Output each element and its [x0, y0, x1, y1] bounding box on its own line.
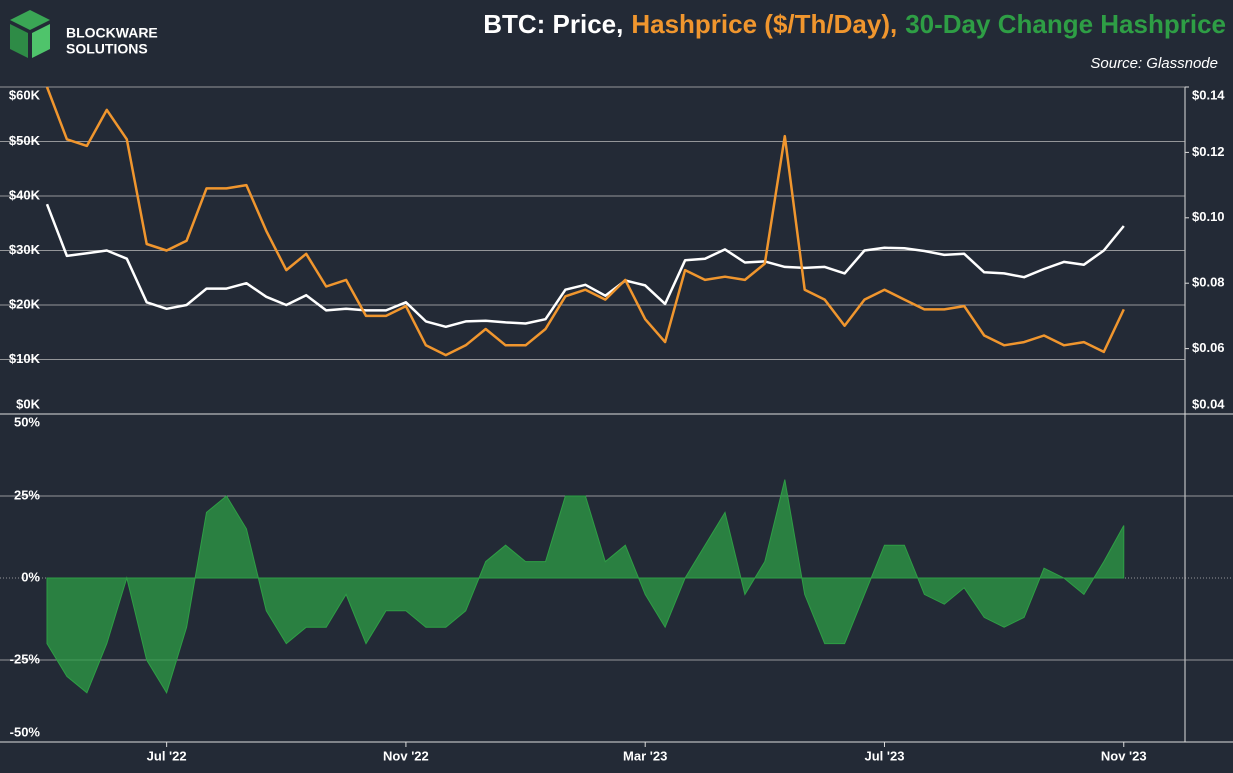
title-part: Hashprice ($/Th/Day),	[631, 9, 897, 39]
logo-text: SOLUTIONS	[66, 41, 148, 57]
y-tick-label: $30K	[9, 242, 41, 257]
y-tick-label: -25%	[10, 651, 41, 666]
y-tick-label: $20K	[9, 296, 41, 311]
y-tick-label: $60K	[9, 87, 41, 102]
chart-title: BTC: Price, Hashprice ($/Th/Day), 30-Day C…	[483, 9, 1226, 39]
y2-tick-label: $0.14	[1192, 87, 1225, 102]
y-tick-label: -50%	[10, 724, 41, 739]
y-tick-label: 0%	[21, 569, 40, 584]
y-tick-label: 25%	[14, 487, 40, 502]
series-line	[45, 86, 1125, 357]
series-area	[46, 479, 1125, 695]
x-tick-label: Nov '23	[1101, 748, 1147, 763]
title-part: 30-Day Change Hashprice	[905, 9, 1226, 39]
logo-cube	[10, 24, 28, 58]
logo-text: BLOCKWARE	[66, 25, 158, 41]
y-tick-label: $0K	[16, 396, 40, 411]
y2-tick-label: $0.08	[1192, 275, 1225, 290]
logo-cube	[32, 24, 50, 58]
source: Source: Glassnode	[1090, 55, 1218, 72]
y2-tick-label: $0.04	[1192, 396, 1225, 411]
logo: BLOCKWARE SOLUTIONS	[10, 10, 158, 58]
y2-tick-label: $0.12	[1192, 144, 1225, 159]
y2-tick-label: $0.10	[1192, 209, 1225, 224]
y-tick-label: $40K	[9, 187, 41, 202]
x-tick-label: Mar '23	[623, 748, 667, 763]
title-part: BTC: Price,	[483, 9, 623, 39]
logo-cube	[10, 10, 50, 30]
y-tick-label: 50%	[14, 414, 40, 429]
y-tick-label: $50K	[9, 133, 41, 148]
x-tick-label: Jul '23	[865, 748, 905, 763]
y2-tick-label: $0.06	[1192, 340, 1225, 355]
series-line	[45, 203, 1125, 329]
y-tick-label: $10K	[9, 351, 41, 366]
x-tick-label: Jul '22	[147, 748, 187, 763]
x-tick-label: Nov '22	[383, 748, 429, 763]
